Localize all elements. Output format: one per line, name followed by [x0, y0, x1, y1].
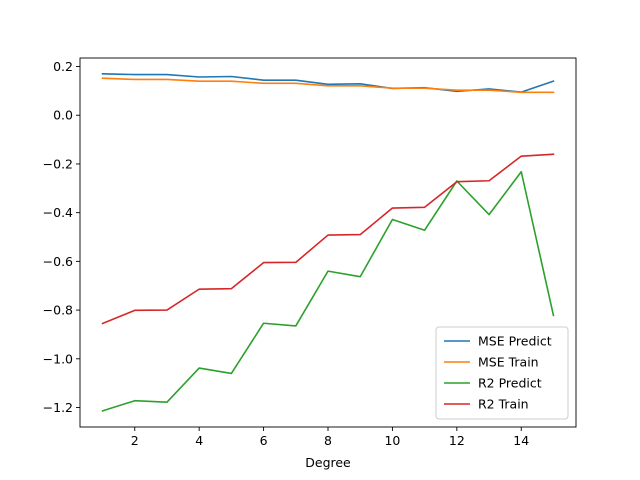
y-tick-label: −1.2 [43, 400, 73, 415]
legend: MSE Predict MSE Train R2 Predict R2 Train [435, 326, 569, 420]
series-line-r2-predict [101, 170, 555, 412]
x-tick-label: 6 [260, 433, 268, 448]
x-axis-ticks: 2 4 6 8 10 12 14 [131, 427, 529, 448]
series-line-r2-train [101, 153, 555, 325]
y-tick-label: −1.0 [43, 351, 73, 366]
y-tick-label: −0.6 [43, 254, 73, 269]
series-line-mse-train [101, 77, 555, 94]
legend-label: MSE Train [478, 355, 539, 370]
y-tick-label: −0.2 [43, 156, 73, 171]
x-tick-label: 8 [324, 433, 332, 448]
x-tick-label: 12 [449, 433, 465, 448]
x-axis-title: Degree [305, 455, 351, 470]
y-tick-label: 0.2 [53, 59, 73, 74]
x-tick-label: 2 [131, 433, 139, 448]
legend-box [435, 326, 569, 420]
y-tick-label: −0.8 [43, 303, 73, 318]
legend-label: R2 Train [478, 397, 529, 412]
y-tick-label: 0.0 [53, 108, 73, 123]
x-tick-label: 14 [513, 433, 529, 448]
legend-label: MSE Predict [478, 334, 552, 349]
x-tick-label: 10 [384, 433, 400, 448]
legend-label: R2 Predict [478, 376, 542, 391]
y-tick-label: −0.4 [43, 205, 73, 220]
y-axis-ticks: 0.2 0.0 −0.2 −0.4 −0.6 −0.8 −1.0 −1.2 [43, 59, 80, 415]
x-tick-label: 4 [195, 433, 203, 448]
